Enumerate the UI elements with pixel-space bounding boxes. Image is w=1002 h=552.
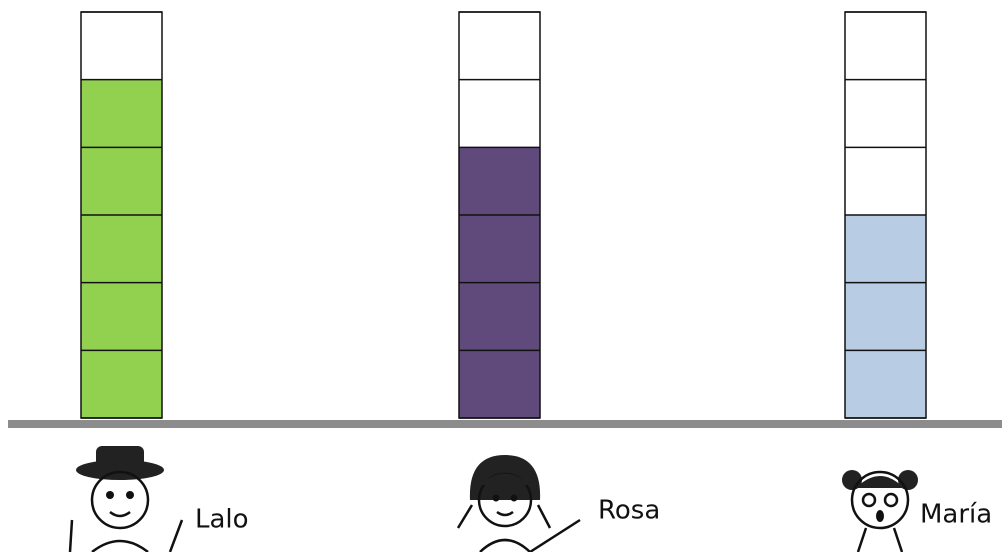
bar <box>845 215 926 418</box>
category-label: Rosa <box>598 496 660 526</box>
category-label: María <box>920 500 992 530</box>
base-line <box>8 420 1002 428</box>
lalo-figure <box>68 446 184 552</box>
rosa-figure <box>456 455 581 552</box>
maria-figure <box>842 470 918 552</box>
category-label: Lalo <box>195 505 249 535</box>
column-outline <box>844 11 927 419</box>
bar <box>81 79 162 419</box>
column-outline <box>458 11 541 419</box>
column-outline <box>80 11 163 419</box>
